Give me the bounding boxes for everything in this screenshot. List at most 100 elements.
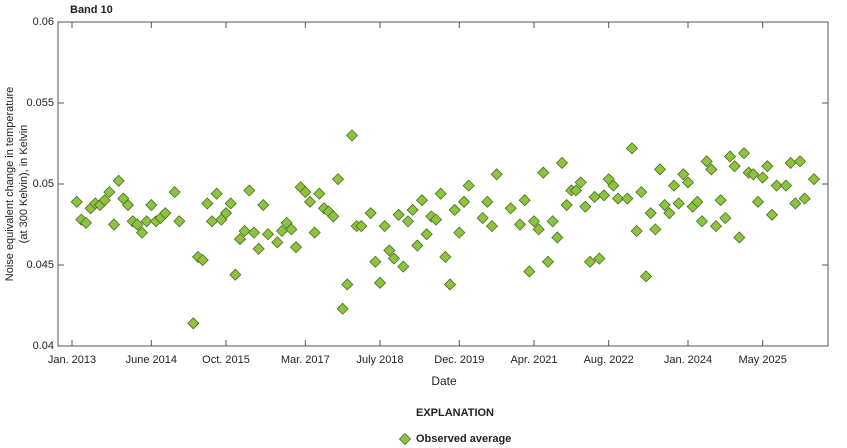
data-point (313, 187, 326, 200)
data-point (126, 215, 139, 228)
data-point (383, 244, 396, 257)
data-point (70, 195, 83, 208)
data-point (238, 224, 251, 238)
data-point (658, 198, 671, 212)
data-point (112, 174, 125, 187)
data-point (224, 197, 237, 210)
y-tick-label: 0.06 (33, 16, 54, 28)
data-point (700, 155, 713, 168)
data-point (747, 168, 760, 181)
data-point (345, 129, 359, 142)
data-point (705, 163, 718, 176)
data-point (168, 186, 181, 199)
data-point (611, 192, 625, 205)
data-point (406, 203, 419, 216)
data-point (546, 215, 559, 228)
x-tick-label: June 2014 (126, 354, 177, 366)
data-point (364, 207, 377, 220)
data-point (355, 220, 368, 233)
data-point (369, 255, 382, 268)
legend-title: EXPLANATION (416, 407, 494, 419)
data-point (765, 208, 779, 221)
data-point (579, 200, 592, 213)
x-tick-label: Jan. 2013 (48, 354, 96, 366)
chart-title: Band 10 (70, 4, 113, 16)
data-point (205, 215, 219, 228)
data-point (677, 168, 690, 181)
data-point (243, 184, 256, 197)
x-tick-label: Oct. 2015 (202, 354, 250, 366)
data-point (719, 211, 732, 225)
data-point (621, 192, 634, 205)
x-tick-label: Jan. 2024 (664, 354, 712, 366)
data-point (401, 215, 415, 228)
data-point (779, 179, 793, 192)
data-point (299, 186, 312, 199)
data-point (723, 150, 737, 163)
data-point (336, 302, 349, 315)
data-point (532, 223, 545, 236)
x-tick-label: Dec. 2019 (434, 354, 484, 366)
data-point (639, 270, 653, 283)
data-point (159, 207, 172, 220)
data-point (635, 186, 648, 199)
data-point (770, 179, 783, 192)
data-point (537, 166, 550, 179)
data-point (728, 160, 741, 173)
y-tick-label: 0.055 (26, 97, 54, 109)
data-point (649, 223, 662, 236)
data-point (513, 218, 527, 231)
data-point (569, 184, 583, 197)
data-point (252, 242, 265, 255)
data-point (625, 142, 639, 155)
data-point (551, 231, 564, 244)
data-point (196, 254, 209, 267)
data-point (429, 213, 443, 226)
data-point (667, 179, 681, 192)
data-point (709, 220, 723, 233)
data-point (555, 156, 569, 170)
x-tick-label: July 2018 (356, 354, 403, 366)
data-point (303, 195, 317, 208)
y-tick-label: 0.05 (33, 178, 54, 190)
data-point (219, 207, 233, 220)
data-point (789, 197, 802, 210)
data-point (453, 226, 466, 239)
x-tick-label: Apr. 2021 (510, 354, 557, 366)
data-point (420, 228, 433, 241)
data-point (145, 198, 158, 212)
data-point (229, 268, 242, 281)
data-point (131, 218, 144, 231)
data-point (439, 250, 452, 263)
data-point (695, 215, 709, 228)
data-point (98, 194, 111, 207)
data-point (485, 220, 499, 233)
data-point (103, 186, 116, 199)
data-point (756, 171, 769, 184)
data-point (672, 197, 685, 210)
data-point (387, 252, 401, 265)
data-point (518, 194, 531, 207)
data-point (257, 198, 270, 212)
data-point (691, 195, 704, 208)
data-point (434, 187, 447, 200)
y-tick-label: 0.045 (26, 259, 54, 271)
data-point (261, 228, 275, 241)
data-point (653, 163, 667, 176)
data-point (378, 220, 391, 233)
data-point (630, 224, 643, 238)
x-axis-label: Date (431, 374, 457, 388)
data-point (140, 215, 153, 228)
data-point (415, 194, 429, 207)
y-tick-label: 0.04 (33, 340, 54, 352)
data-point (663, 207, 676, 220)
data-point (751, 195, 765, 208)
data-point (247, 226, 261, 239)
data-point (481, 195, 494, 208)
x-tick-label: Aug. 2022 (584, 354, 634, 366)
data-point (173, 215, 186, 228)
x-tick-label: Mar. 2017 (281, 354, 330, 366)
data-point (784, 156, 797, 170)
data-point (341, 278, 354, 291)
